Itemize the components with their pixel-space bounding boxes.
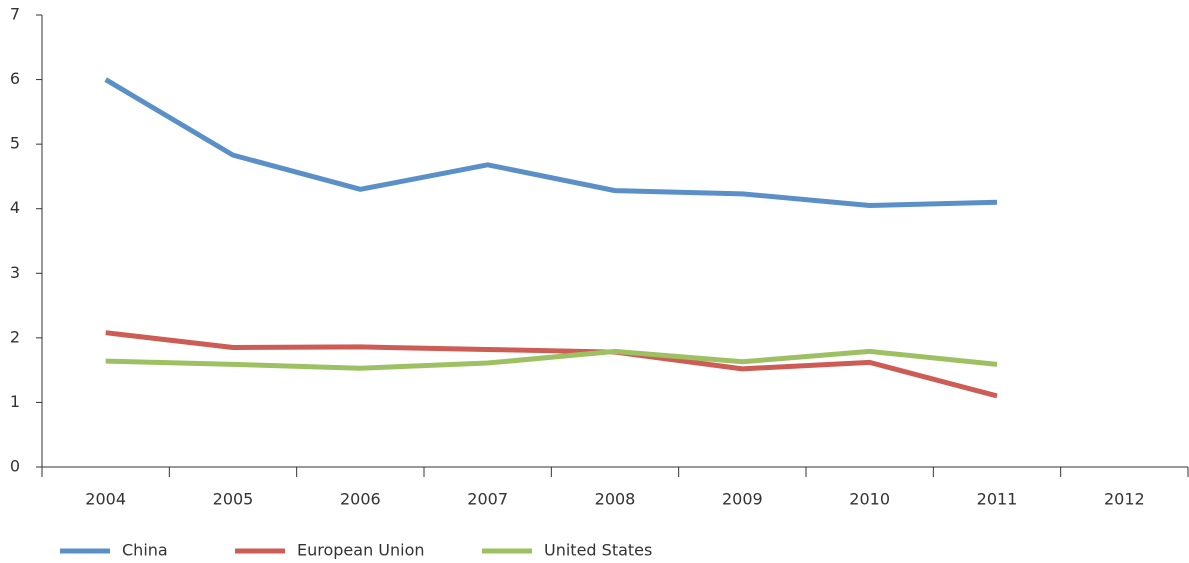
legend-label: European Union bbox=[297, 541, 425, 560]
y-tick-label: 6 bbox=[10, 69, 20, 88]
y-tick-label: 4 bbox=[10, 198, 20, 217]
y-tick-label: 1 bbox=[10, 392, 20, 411]
y-tick-label: 7 bbox=[10, 5, 20, 24]
x-tick-label: 2004 bbox=[85, 490, 126, 509]
legend-label: United States bbox=[544, 541, 652, 560]
x-tick-label: 2008 bbox=[595, 490, 636, 509]
y-tick-label: 5 bbox=[10, 134, 20, 153]
x-tick-label: 2010 bbox=[849, 490, 890, 509]
legend-label: China bbox=[122, 541, 168, 560]
series-line bbox=[105, 330, 998, 399]
y-tick-label: 3 bbox=[10, 263, 20, 282]
x-tick-label: 2011 bbox=[977, 490, 1018, 509]
x-tick-label: 2012 bbox=[1104, 490, 1145, 509]
y-tick-label: 2 bbox=[10, 327, 20, 346]
x-tick-label: 2007 bbox=[467, 490, 508, 509]
series-line bbox=[104, 77, 998, 208]
y-tick-label: 0 bbox=[10, 457, 20, 476]
x-tick-label: 2009 bbox=[722, 490, 763, 509]
series-line bbox=[105, 348, 998, 371]
x-tick-label: 2005 bbox=[213, 490, 254, 509]
x-tick-label: 2006 bbox=[340, 490, 381, 509]
